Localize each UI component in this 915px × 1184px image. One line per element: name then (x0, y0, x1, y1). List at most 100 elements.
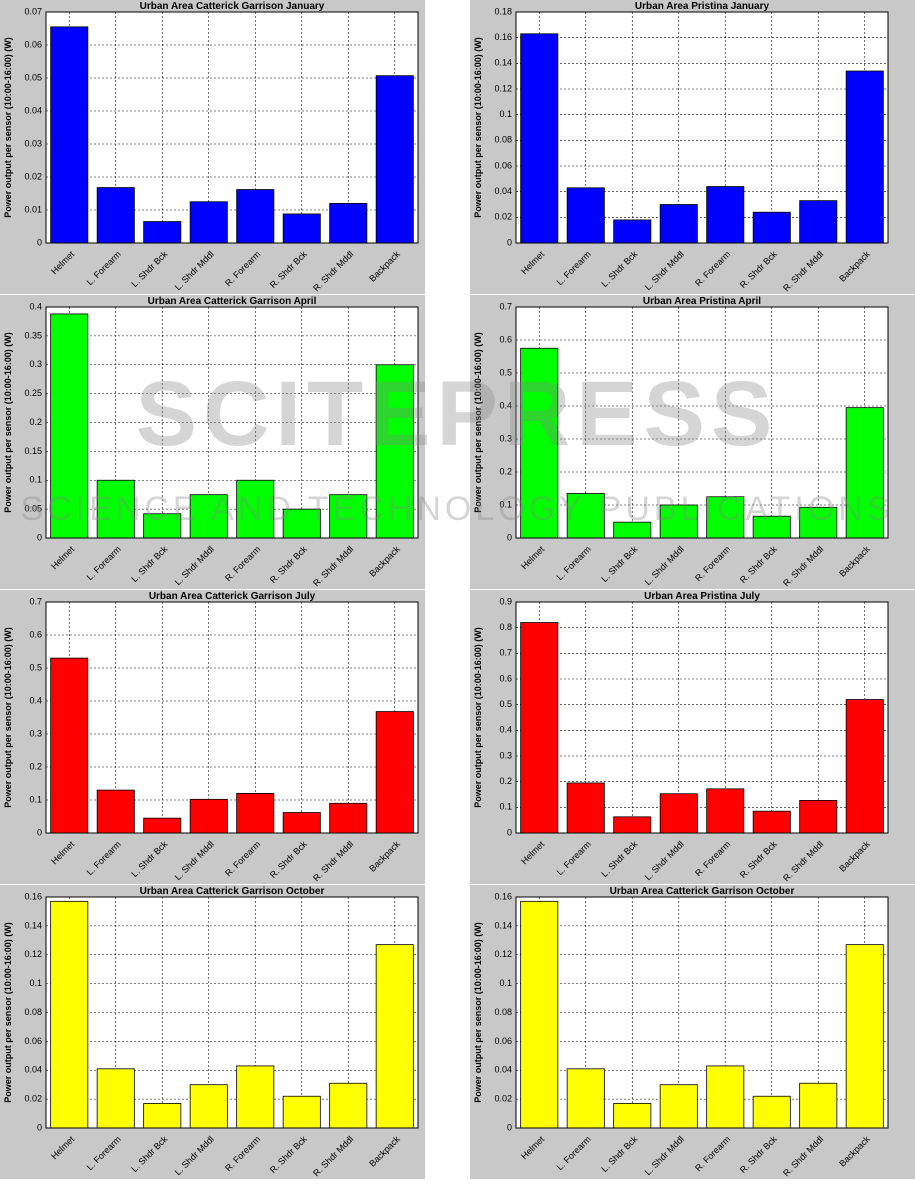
bar (96, 789, 135, 834)
y-tick-label: 0.04 (494, 186, 512, 196)
bar (143, 1103, 182, 1129)
chart-title: Urban Area Catterick Garrison October (610, 886, 795, 897)
y-tick-label: 0.6 (499, 334, 512, 344)
y-axis-label: Power output per sensor (10:00-16:00) (W… (473, 37, 483, 218)
bar (50, 900, 89, 1129)
y-tick-label: 0.1 (29, 794, 42, 804)
bar (375, 711, 414, 834)
y-tick-label: 0.2 (499, 776, 512, 786)
y-tick-label: 0.07 (24, 6, 42, 16)
y-tick-label: 0.4 (499, 725, 512, 735)
y-tick-label: 0.02 (494, 1094, 512, 1104)
bar (752, 1095, 791, 1129)
bar (50, 657, 89, 834)
y-tick-label: 0.14 (24, 920, 42, 930)
y-tick-label: 0.12 (494, 83, 512, 93)
bar (752, 211, 791, 244)
bar (752, 810, 791, 834)
y-tick-label: 0 (507, 532, 512, 542)
y-tick-label: 0.5 (29, 662, 42, 672)
y-tick-label: 0.3 (499, 433, 512, 443)
bar (50, 26, 89, 244)
y-axis-label: Power output per sensor (10:00-16:00) (W… (3, 627, 13, 808)
y-tick-label: 0.16 (24, 891, 42, 901)
bar (799, 1082, 838, 1129)
y-tick-label: 0.15 (24, 446, 42, 456)
bar (143, 221, 182, 244)
y-tick-label: 0.4 (29, 301, 42, 311)
y-tick-label: 0.3 (499, 750, 512, 760)
y-tick-label: 0.14 (494, 920, 512, 930)
y-tick-label: 0.06 (24, 1036, 42, 1046)
bar (520, 900, 559, 1129)
bar (613, 219, 652, 244)
bar (845, 70, 884, 244)
y-tick-label: 0.2 (29, 761, 42, 771)
bar (282, 213, 321, 244)
bar (799, 200, 838, 244)
y-tick-label: 0.14 (494, 58, 512, 68)
bar (706, 1065, 745, 1129)
bar (520, 347, 559, 539)
y-tick-label: 0.35 (24, 330, 42, 340)
y-tick-label: 0.05 (24, 72, 42, 82)
y-tick-label: 0.8 (499, 622, 512, 632)
bar (659, 1084, 698, 1129)
y-tick-label: 0.04 (24, 1065, 42, 1075)
y-tick-label: 0 (507, 237, 512, 247)
bar (375, 364, 414, 539)
chart-title: Urban Area Catterick Garrison January (140, 1, 325, 12)
y-tick-label: 0.02 (24, 1094, 42, 1104)
y-tick-label: 0.1 (29, 978, 42, 988)
bar (189, 201, 228, 244)
y-tick-label: 0.08 (494, 1007, 512, 1017)
y-axis-label: Power output per sensor (10:00-16:00) (W… (473, 332, 483, 513)
bar (613, 1103, 652, 1129)
y-tick-label: 0.05 (24, 504, 42, 514)
y-tick-label: 0.3 (29, 359, 42, 369)
y-tick-label: 0.04 (24, 105, 42, 115)
bar (329, 802, 368, 834)
y-tick-label: 0 (37, 532, 42, 542)
chart-title: Urban Area Pristina April (643, 296, 761, 307)
bar (96, 1068, 135, 1129)
y-tick-label: 0 (507, 827, 512, 837)
plot-frame (45, 601, 419, 834)
y-tick-label: 0.02 (494, 212, 512, 222)
watermark-subtitle: SCIENCE AND TECHNOLOGY PUBLICATIONS (20, 490, 893, 528)
bar (566, 782, 605, 834)
bar (50, 313, 89, 539)
plot-frame (515, 896, 889, 1129)
y-tick-label: 0.01 (24, 204, 42, 214)
bar (189, 494, 228, 539)
plot-frame (45, 11, 419, 244)
bar (659, 793, 698, 834)
bar (236, 793, 275, 834)
chart-title: Urban Area Catterick Garrison April (148, 296, 317, 307)
bar (143, 817, 182, 834)
y-tick-label: 0.18 (494, 6, 512, 16)
y-tick-label: 0 (507, 1122, 512, 1132)
y-tick-label: 0 (37, 1122, 42, 1132)
y-tick-label: 0.1 (499, 978, 512, 988)
bar (282, 812, 321, 834)
y-tick-label: 0.1 (499, 499, 512, 509)
y-tick-label: 0.3 (29, 728, 42, 738)
bar (613, 816, 652, 834)
bar (566, 1068, 605, 1129)
y-axis-label: Power output per sensor (10:00-16:00) (W… (3, 332, 13, 513)
y-tick-label: 0.2 (29, 417, 42, 427)
bar (329, 1082, 368, 1129)
plot-frame (515, 306, 889, 539)
y-tick-label: 0 (37, 237, 42, 247)
bar (282, 1095, 321, 1129)
y-tick-label: 0.02 (24, 171, 42, 181)
bar (329, 494, 368, 539)
bar (329, 202, 368, 244)
y-tick-label: 0.03 (24, 138, 42, 148)
